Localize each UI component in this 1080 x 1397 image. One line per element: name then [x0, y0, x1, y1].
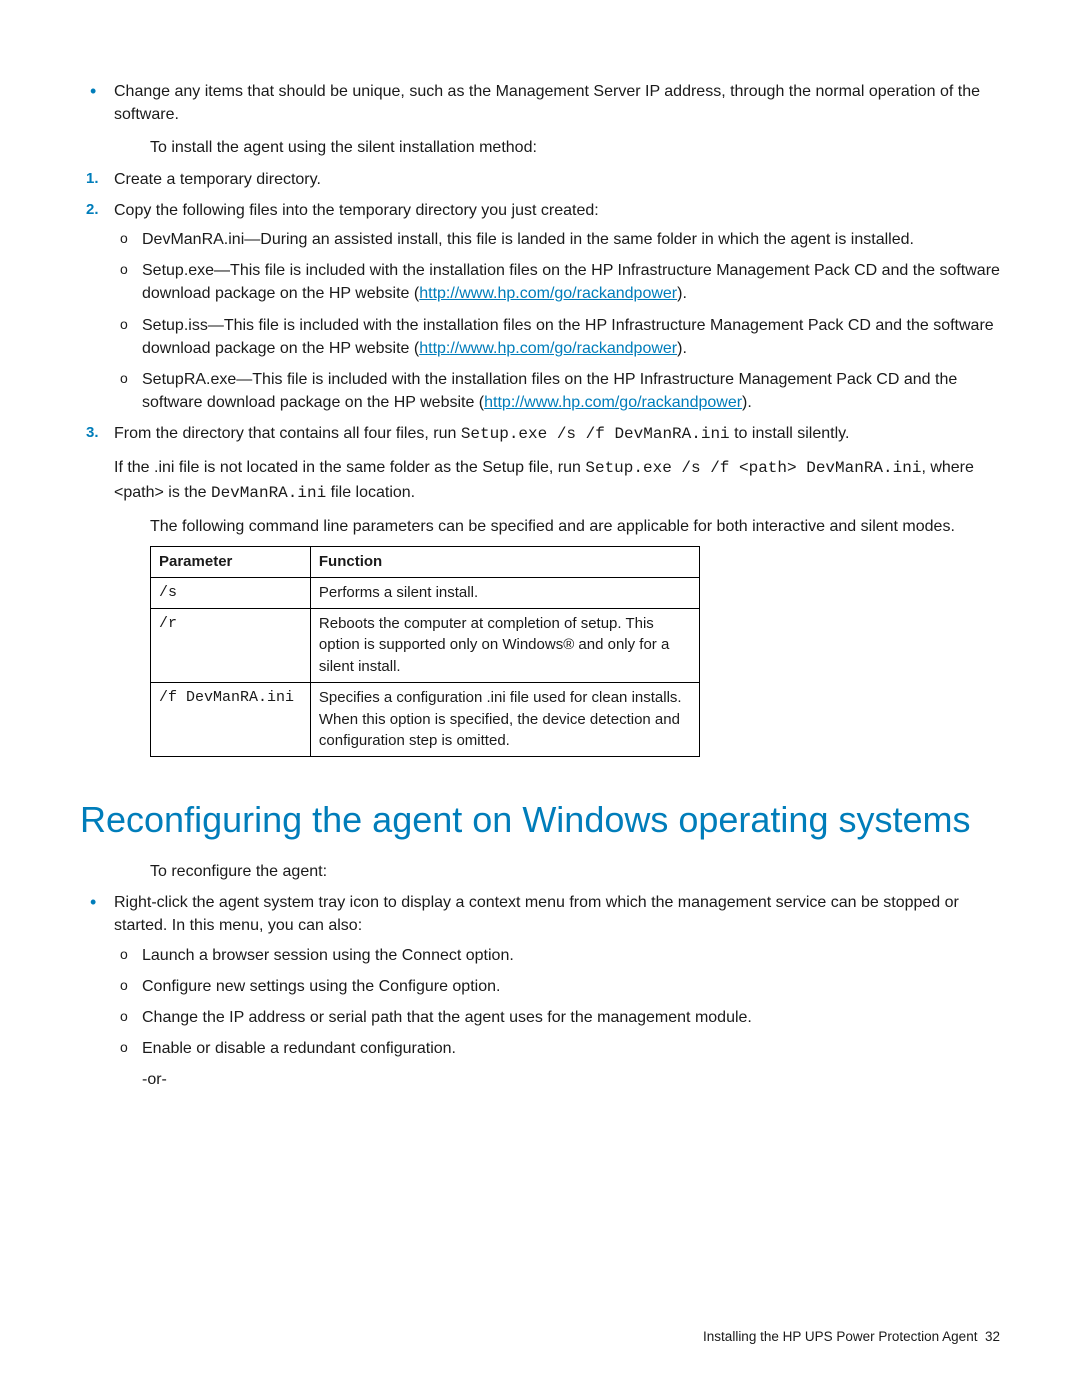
list-item: Change any items that should be unique, …	[80, 80, 1000, 126]
step-number: 3.	[86, 422, 99, 444]
table-cell-func: Specifies a configuration .ini file used…	[310, 682, 699, 756]
list-item: DevManRA.ini—During an assisted install,…	[114, 228, 1000, 251]
top-bullet-list: Change any items that should be unique, …	[80, 80, 1000, 126]
install-steps-list: 1. Create a temporary directory. 2. Copy…	[80, 168, 1000, 505]
table-cell-func: Performs a silent install.	[310, 577, 699, 608]
list-item: Configure new settings using the Configu…	[114, 975, 1000, 998]
body-text: ).	[677, 340, 687, 357]
section-heading-reconfiguring: Reconfiguring the agent on Windows opera…	[80, 797, 1000, 842]
or-divider: -or-	[142, 1068, 1000, 1091]
table-row: /f DevManRA.ini Specifies a configuratio…	[151, 682, 700, 756]
table-header-row: Parameter Function	[151, 547, 700, 578]
body-text: Configure new settings using the Configu…	[142, 978, 500, 995]
body-text: If the .ini file is not located in the s…	[114, 456, 1000, 504]
list-item: Setup.iss—This file is included with the…	[114, 314, 1000, 360]
body-text: From the directory that contains all fou…	[114, 422, 1000, 446]
list-item: SetupRA.exe—This file is included with t…	[114, 368, 1000, 414]
table-row: /s Performs a silent install.	[151, 577, 700, 608]
code-text: Setup.exe /s /f <path> DevManRA.ini	[585, 459, 921, 477]
body-text: DevManRA.ini—During an assisted install,…	[142, 231, 914, 248]
list-item: 2. Copy the following files into the tem…	[80, 199, 1000, 415]
document-page: Change any items that should be unique, …	[0, 0, 1080, 1397]
hp-rackandpower-link[interactable]: http://www.hp.com/go/rackandpower	[484, 394, 742, 411]
paragraph: To reconfigure the agent:	[150, 860, 1000, 883]
table-cell-func: Reboots the computer at completion of se…	[310, 608, 699, 682]
code-text: DevManRA.ini	[211, 484, 326, 502]
list-item: Enable or disable a redundant configurat…	[114, 1037, 1000, 1060]
step-number: 1.	[86, 168, 99, 190]
list-item: Change the IP address or serial path tha…	[114, 1006, 1000, 1029]
footer-title: Installing the HP UPS Power Protection A…	[703, 1329, 977, 1344]
body-text: Right-click the agent system tray icon t…	[114, 894, 959, 934]
body-text: Change any items that should be unique, …	[114, 83, 980, 123]
list-item: Right-click the agent system tray icon t…	[80, 891, 1000, 1091]
hp-rackandpower-link[interactable]: http://www.hp.com/go/rackandpower	[419, 340, 677, 357]
body-text: ).	[742, 394, 752, 411]
list-item: Setup.exe—This file is included with the…	[114, 259, 1000, 305]
body-text: Enable or disable a redundant configurat…	[142, 1040, 456, 1057]
text-run: From the directory that contains all fou…	[114, 425, 461, 442]
code-text: Setup.exe /s /f DevManRA.ini	[461, 425, 730, 443]
page-number: 32	[985, 1329, 1000, 1344]
body-text: Launch a browser session using the Conne…	[142, 947, 514, 964]
text-run: If the .ini file is not located in the s…	[114, 459, 585, 476]
table-header: Parameter	[151, 547, 311, 578]
body-text: Change the IP address or serial path tha…	[142, 1009, 752, 1026]
paragraph: The following command line parameters ca…	[150, 515, 1000, 538]
step-number: 2.	[86, 199, 99, 221]
list-item: 3. From the directory that contains all …	[80, 422, 1000, 505]
table-row: /r Reboots the computer at completion of…	[151, 608, 700, 682]
text-run: to install silently.	[730, 425, 850, 442]
list-item: 1. Create a temporary directory.	[80, 168, 1000, 191]
hp-rackandpower-link[interactable]: http://www.hp.com/go/rackandpower	[419, 285, 677, 302]
paragraph: To install the agent using the silent in…	[150, 136, 1000, 159]
text-run: file location.	[326, 484, 415, 501]
table-header: Function	[310, 547, 699, 578]
table-cell-param: /f DevManRA.ini	[151, 682, 311, 756]
page-footer: Installing the HP UPS Power Protection A…	[703, 1327, 1000, 1347]
body-text: ).	[677, 285, 687, 302]
body-text: Copy the following files into the tempor…	[114, 202, 599, 219]
body-text: Create a temporary directory.	[114, 171, 321, 188]
table-cell-param: /r	[151, 608, 311, 682]
file-sublist: DevManRA.ini—During an assisted install,…	[114, 228, 1000, 414]
table-cell-param: /s	[151, 577, 311, 608]
list-item: Launch a browser session using the Conne…	[114, 944, 1000, 967]
reconfig-sublist: Launch a browser session using the Conne…	[114, 944, 1000, 1061]
reconfig-bullet-list: Right-click the agent system tray icon t…	[80, 891, 1000, 1091]
parameters-table: Parameter Function /s Performs a silent …	[150, 546, 700, 757]
